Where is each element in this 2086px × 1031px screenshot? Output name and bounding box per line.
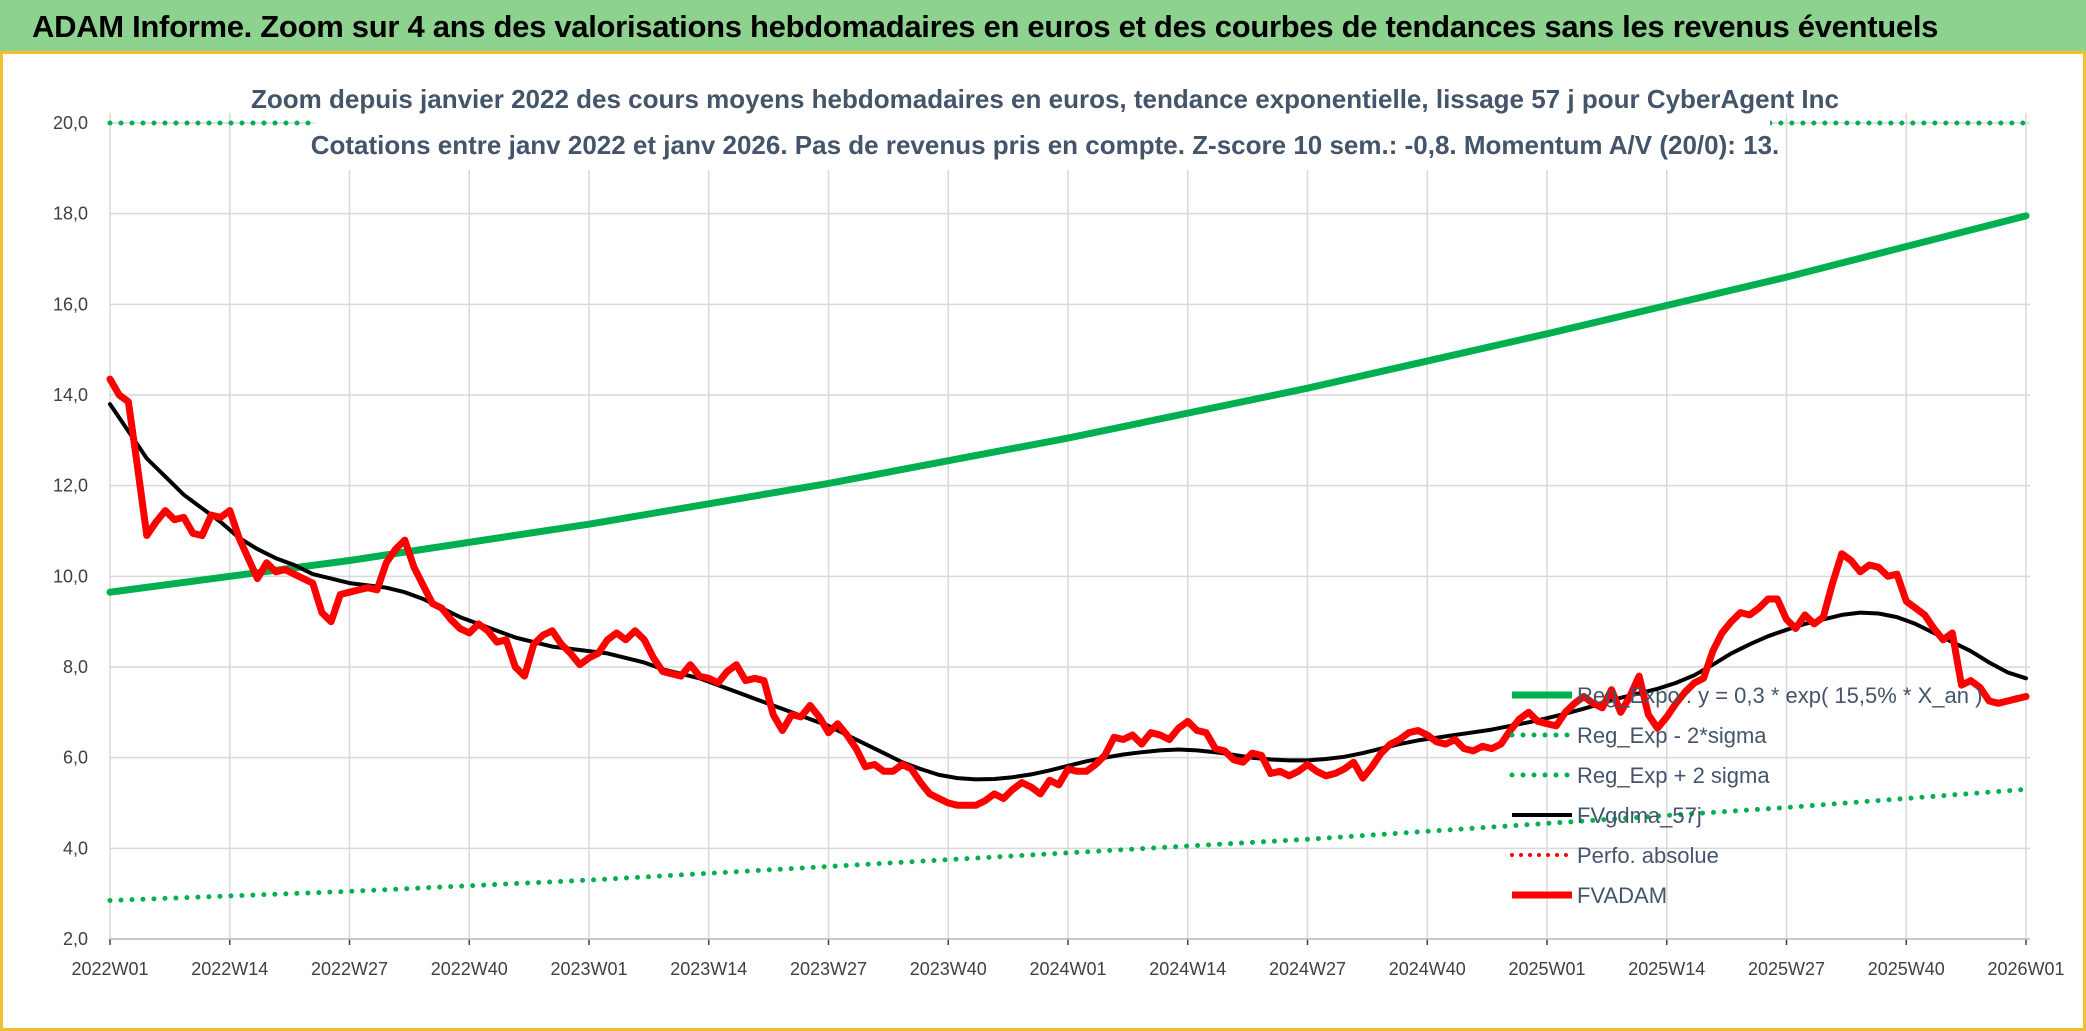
- chart-title: Zoom depuis janvier 2022 des cours moyen…: [251, 78, 1839, 170]
- x-tick-label: 2024W40: [1389, 959, 1466, 979]
- series-line-reg-expo-y-0-3-exp-15-5-x-an: [106, 212, 2030, 596]
- legend-label-perfo-absolue: Perfo. absolue: [1577, 843, 1719, 868]
- y-tick-label: 10,0: [53, 566, 88, 586]
- series-line-fvadam: [106, 375, 2030, 809]
- x-tick-label: 2025W27: [1748, 959, 1825, 979]
- series-layer: [106, 120, 2030, 903]
- x-tick-label: 2023W27: [790, 959, 867, 979]
- x-tick-label: 2025W14: [1628, 959, 1705, 979]
- x-tick-label: 2022W27: [311, 959, 388, 979]
- y-tick-label: 14,0: [53, 385, 88, 405]
- x-tick-label: 2023W40: [910, 959, 987, 979]
- x-tick-label: 2024W01: [1029, 959, 1106, 979]
- x-tick-label: 2025W40: [1868, 959, 1945, 979]
- y-tick-label: 12,0: [53, 476, 88, 496]
- y-tick-label: 2,0: [63, 929, 88, 949]
- legend-label-reg-exp-2-sigma: Reg_Exp + 2 sigma: [1577, 763, 1770, 788]
- legend-label-reg-expo-y-0-3-exp-15-5-x-an: Reg_Expo : y = 0,3 * exp( 15,5% * X_an ): [1577, 683, 1982, 708]
- legend-label-reg-exp-2-sigma: Reg_Exp - 2*sigma: [1577, 723, 1767, 748]
- x-tick-label: 2024W27: [1269, 959, 1346, 979]
- report-title: ADAM Informe. Zoom sur 4 ans des valoris…: [32, 9, 1939, 44]
- legend-label-fvadam: FVADAM: [1577, 883, 1667, 908]
- x-tick-label: 2025W01: [1508, 959, 1585, 979]
- report-banner: ADAM Informe. Zoom sur 4 ans des valoris…: [0, 0, 2086, 54]
- y-tick-label: 20,0: [53, 113, 88, 133]
- chart-title-line-1: Zoom depuis janvier 2022 des cours moyen…: [251, 84, 1839, 114]
- y-tick-label: 16,0: [53, 294, 88, 314]
- y-tick-label: 8,0: [63, 657, 88, 677]
- x-tick-label: 2022W01: [71, 959, 148, 979]
- grid: [109, 113, 2030, 940]
- legend: Reg_Expo : y = 0,3 * exp( 15,5% * X_an )…: [1509, 683, 1982, 908]
- x-tick-label: 2023W14: [670, 959, 747, 979]
- y-tick-label: 4,0: [63, 838, 88, 858]
- y-tick-label: 18,0: [53, 204, 88, 224]
- x-tick-label: 2026W01: [1987, 959, 2064, 979]
- series-line-reg-exp-2-sigma: [107, 786, 2029, 903]
- x-tick-label: 2023W01: [550, 959, 627, 979]
- x-tick-label: 2024W14: [1149, 959, 1226, 979]
- axes: 2,0 4,0 6,0 8,0 10,0 12,0 14,0 16,0 18,0 20,0 2022…: [53, 113, 2065, 979]
- x-tick-label: 2022W14: [191, 959, 268, 979]
- chart-title-background: [315, 78, 1770, 170]
- chart-title-line-2: Cotations entre janv 2022 et janv 2026. …: [311, 130, 1780, 160]
- x-tick-label: 2022W40: [431, 959, 508, 979]
- chart-frame: [0, 54, 2086, 1031]
- legend-label-fvgdma-57j: FVgdma_57j: [1577, 803, 1702, 828]
- y-tick-label: 6,0: [63, 748, 88, 768]
